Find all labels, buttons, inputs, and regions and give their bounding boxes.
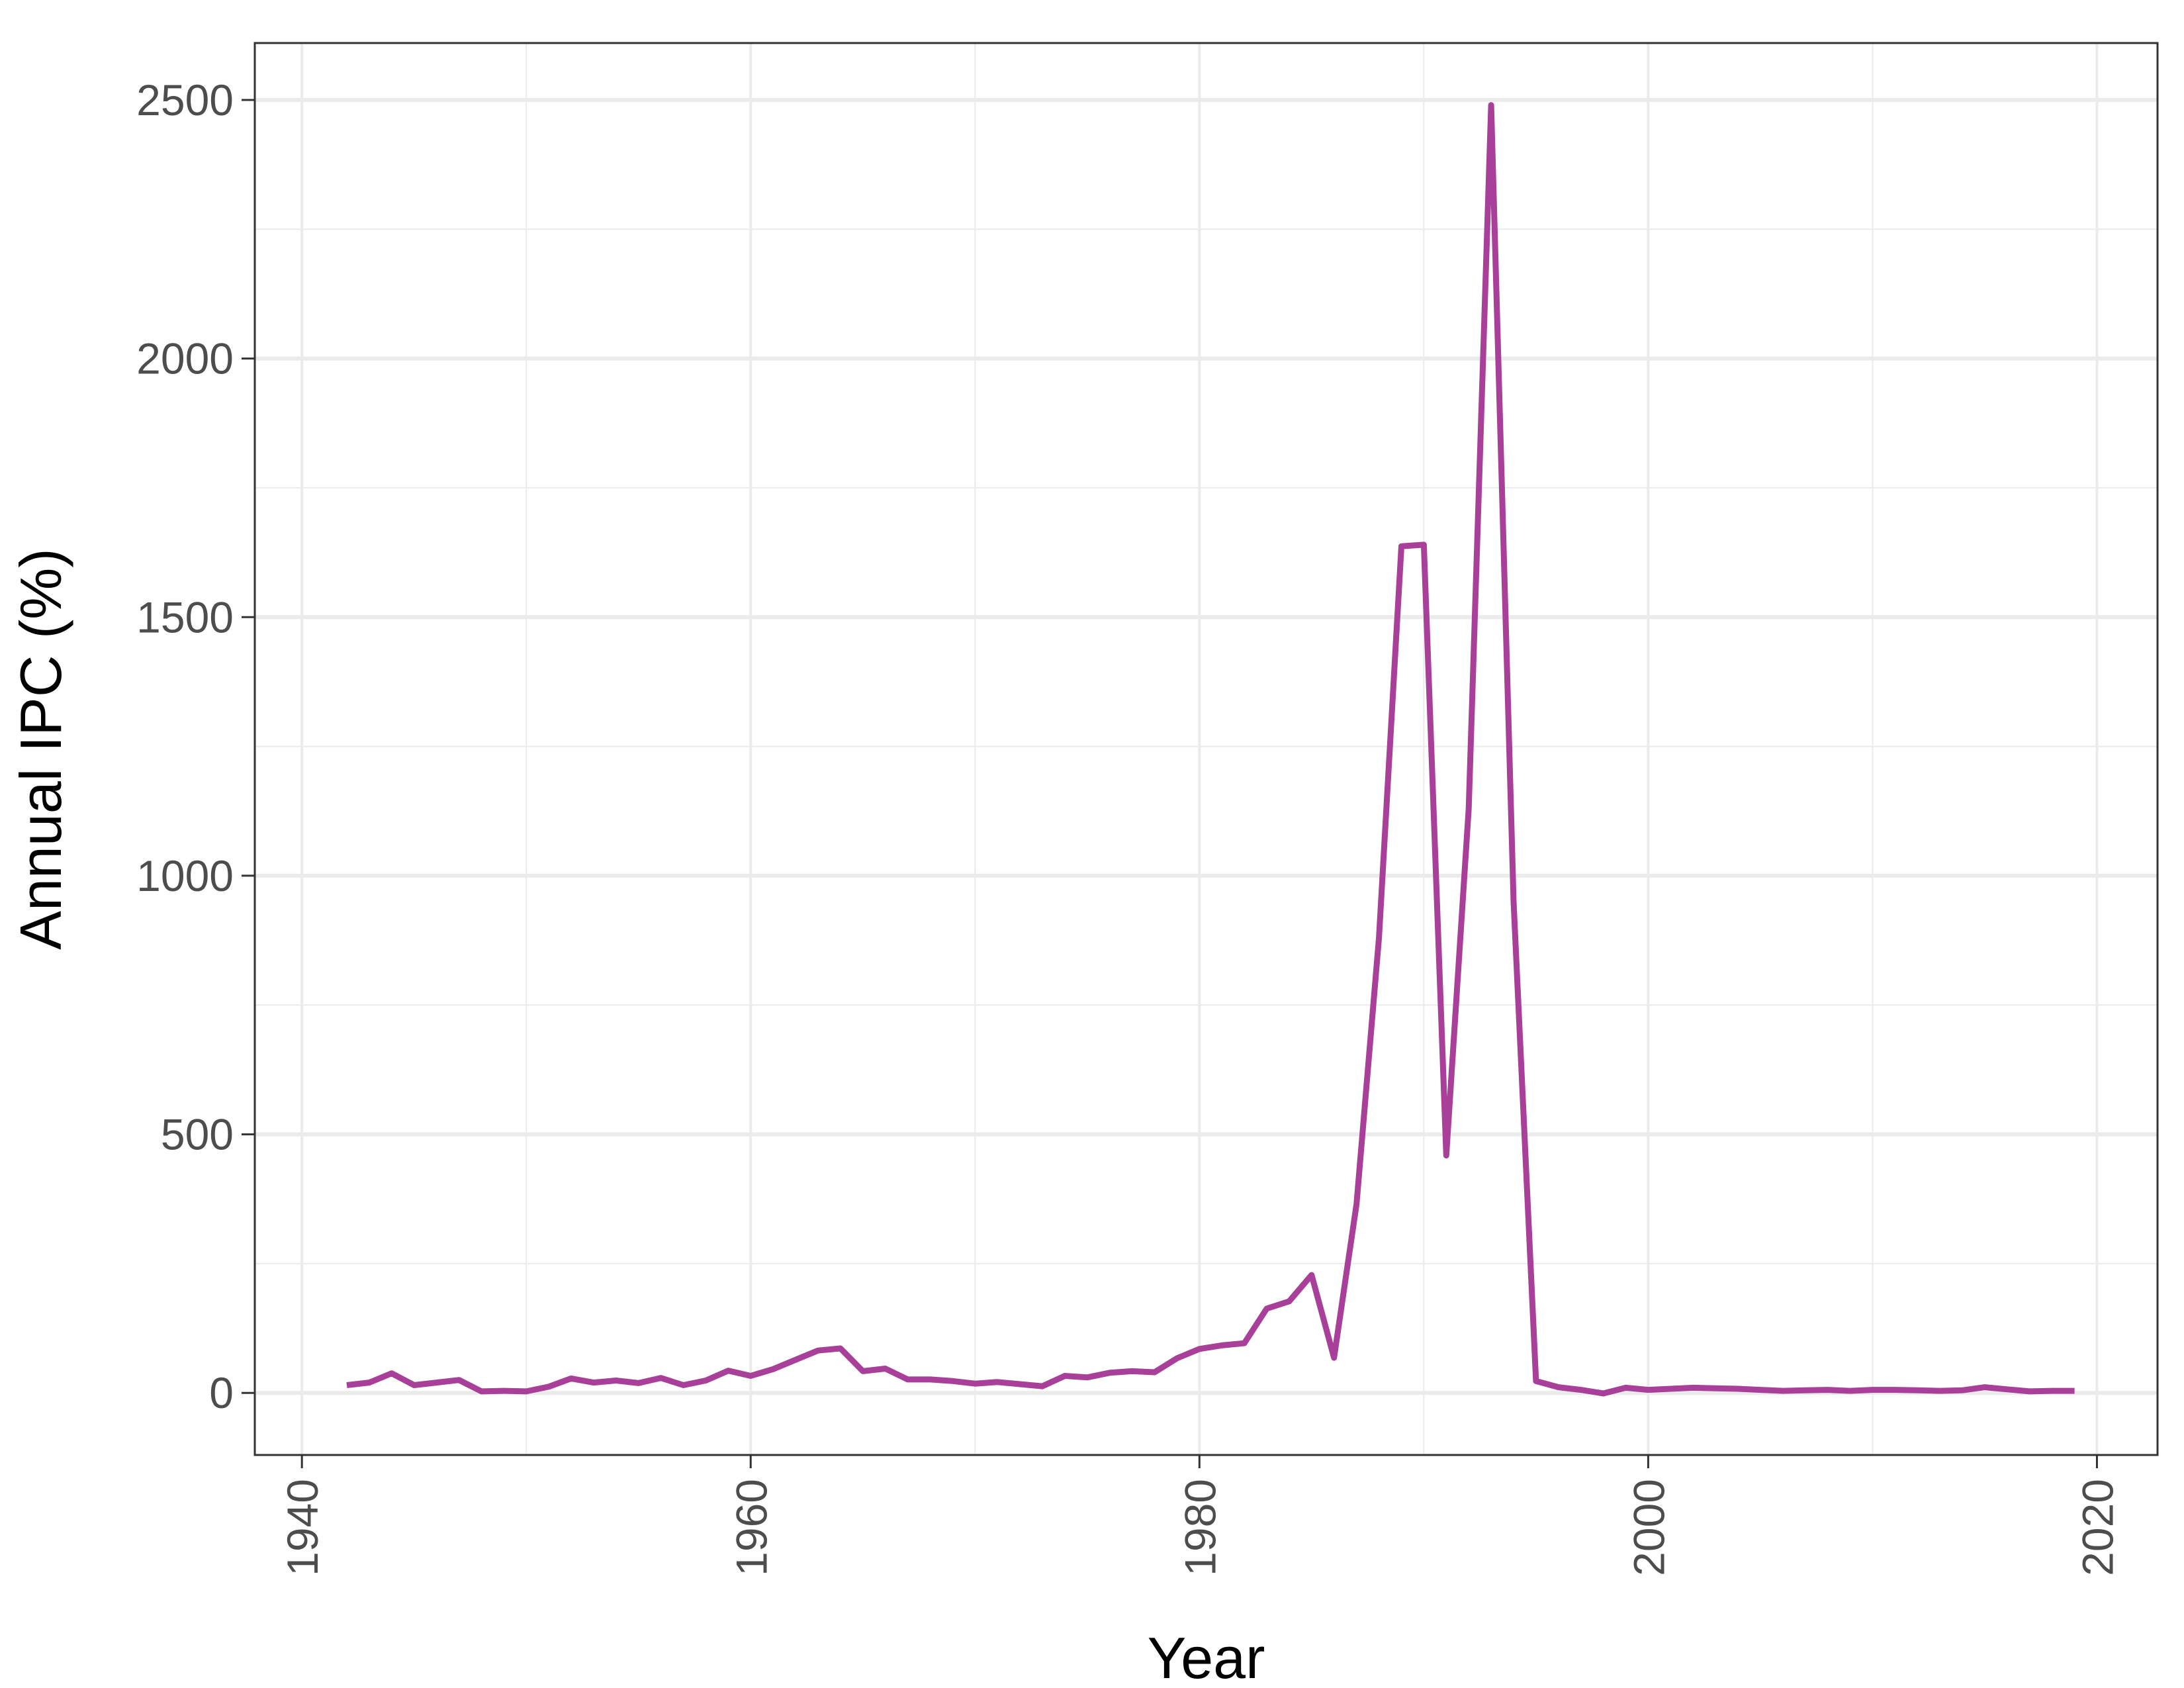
x-axis-title: Year <box>1148 1625 1265 1688</box>
y-tick-label: 500 <box>161 1110 234 1159</box>
y-tick-label: 2000 <box>136 334 234 383</box>
x-tick-label: 1940 <box>278 1479 327 1576</box>
plot-panel <box>255 43 2158 1455</box>
y-tick-label: 1000 <box>136 851 234 900</box>
x-tick-label: 2000 <box>1624 1479 1673 1576</box>
y-tick-label: 1500 <box>136 592 234 641</box>
series-layer <box>346 102 2075 1397</box>
y-axis-title: Annual IPC (%) <box>8 548 73 949</box>
y-tick-label: 0 <box>209 1368 234 1417</box>
y-axis: 0 500 1000 1500 2000 2500 <box>136 75 255 1417</box>
minor-gridlines <box>255 43 2158 1455</box>
series-line-0 <box>346 102 2075 1397</box>
x-axis: 1940 1960 1980 2000 2020 <box>278 1455 2122 1576</box>
major-gridlines <box>255 43 2158 1455</box>
plot-panel-border <box>253 42 2159 1456</box>
x-tick-label: 1980 <box>1175 1479 1224 1576</box>
y-tick-label: 2500 <box>136 75 234 124</box>
x-tick-label: 1960 <box>727 1479 776 1576</box>
x-tick-label: 2020 <box>2073 1479 2122 1576</box>
